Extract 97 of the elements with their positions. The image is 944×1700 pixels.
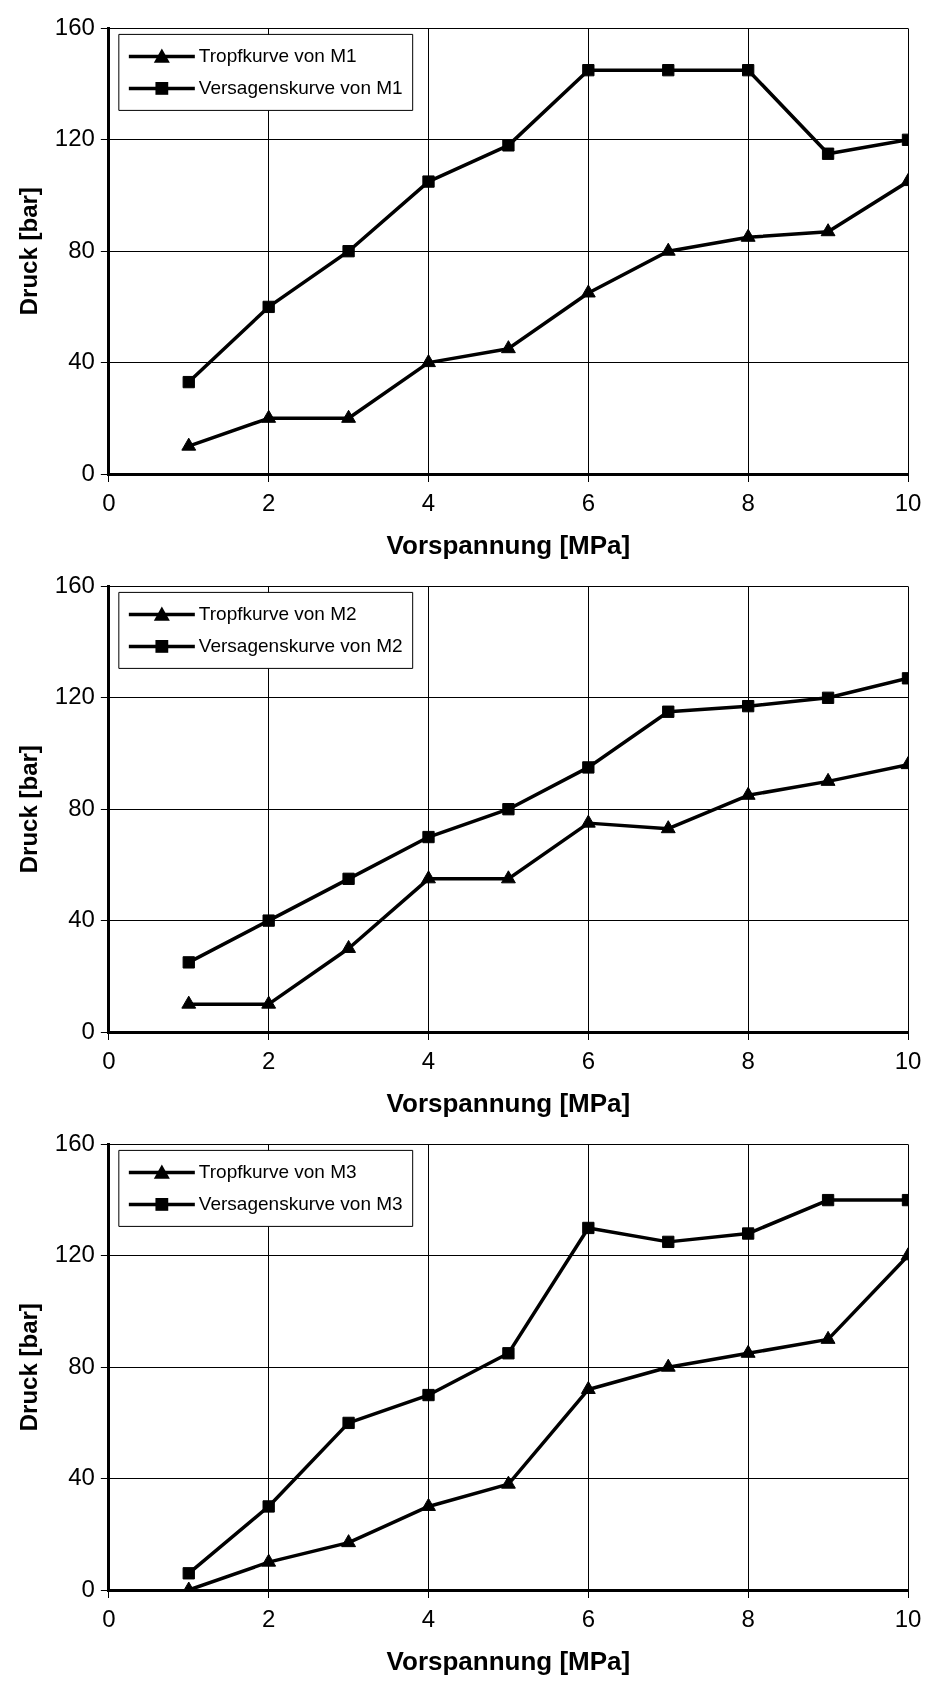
point <box>580 814 596 828</box>
point <box>182 956 195 969</box>
y-tick-label: 120 <box>54 682 95 710</box>
point <box>342 245 355 258</box>
point <box>660 242 676 256</box>
point <box>341 409 357 423</box>
y-tick-label: 120 <box>54 1240 95 1268</box>
x-tick-label: 10 <box>894 1047 922 1075</box>
x-tick-label: 0 <box>102 1605 116 1633</box>
y-tick-label: 80 <box>68 1351 95 1379</box>
y-axis-title: Druck [bar] <box>15 1303 43 1432</box>
point <box>421 354 436 368</box>
y-tick-label: 120 <box>54 124 95 152</box>
point <box>582 761 595 774</box>
x-tick-label: 0 <box>102 1047 116 1075</box>
point <box>580 284 596 298</box>
y-tick-label: 0 <box>81 458 95 486</box>
point <box>740 1344 756 1358</box>
x-tick-label: 8 <box>741 1047 755 1075</box>
point <box>502 1347 515 1360</box>
point <box>341 1534 357 1548</box>
x-tick-label: 10 <box>894 489 922 517</box>
point <box>181 437 197 451</box>
point <box>421 870 436 884</box>
point <box>182 375 195 389</box>
point <box>662 705 675 718</box>
x-tick-label: 4 <box>421 489 436 517</box>
point <box>582 1221 595 1235</box>
legend-label: Versagenskurve von M1 <box>198 76 403 98</box>
point <box>262 300 275 314</box>
x-tick-label: 8 <box>741 1605 755 1633</box>
point <box>821 147 835 160</box>
point <box>502 803 515 816</box>
y-axis-title: Druck [bar] <box>15 745 43 874</box>
legend-label: Tropfkurve von M3 <box>198 1160 357 1182</box>
y-tick-label: 80 <box>68 793 95 821</box>
x-tick-label: 8 <box>741 489 755 517</box>
point <box>742 1227 755 1240</box>
x-axis-title: Vorspannung [MPa] <box>386 1645 631 1676</box>
x-axis-title: Vorspannung [MPa] <box>386 529 631 560</box>
point <box>821 691 835 704</box>
point <box>821 1193 835 1207</box>
point <box>261 1553 277 1567</box>
y-tick-label: 80 <box>68 235 95 263</box>
point <box>742 700 755 713</box>
y-tick-label: 160 <box>54 1129 95 1157</box>
point <box>820 223 836 237</box>
y-tick-label: 0 <box>81 1016 95 1044</box>
point <box>662 64 675 77</box>
point <box>422 1388 435 1402</box>
point <box>660 820 676 834</box>
legend-label: Tropfkurve von M2 <box>198 602 357 624</box>
x-tick-label: 2 <box>261 1047 276 1075</box>
point <box>422 830 435 844</box>
y-tick-label: 40 <box>68 347 95 375</box>
point <box>500 340 516 354</box>
x-tick-label: 4 <box>421 1605 436 1633</box>
point <box>742 64 755 77</box>
point <box>262 1500 275 1513</box>
point <box>262 914 275 927</box>
x-tick-label: 6 <box>581 1047 596 1075</box>
point <box>502 139 515 152</box>
x-axis-title: Vorspannung [MPa] <box>386 1087 631 1118</box>
legend-label: Tropfkurve von M1 <box>198 44 357 66</box>
point <box>500 1475 516 1489</box>
point <box>820 772 836 786</box>
y-tick-label: 160 <box>54 571 95 599</box>
x-tick-label: 4 <box>421 1047 436 1075</box>
point <box>740 228 756 242</box>
point <box>740 786 756 800</box>
point <box>820 1330 836 1344</box>
point <box>342 1416 355 1430</box>
y-tick-label: 160 <box>54 13 95 41</box>
point <box>181 995 197 1009</box>
legend-label: Versagenskurve von M2 <box>198 634 403 656</box>
point <box>662 1235 675 1249</box>
x-tick-label: 10 <box>894 1605 922 1633</box>
x-tick-label: 0 <box>102 489 116 517</box>
x-tick-label: 6 <box>581 1605 596 1633</box>
point <box>342 872 355 885</box>
x-tick-label: 6 <box>581 489 596 517</box>
point <box>261 409 277 423</box>
point <box>580 1380 596 1394</box>
point <box>422 175 435 188</box>
point <box>261 995 277 1009</box>
y-tick-label: 40 <box>68 905 95 933</box>
y-axis-title: Druck [bar] <box>15 187 43 316</box>
y-tick-label: 40 <box>68 1463 95 1491</box>
point <box>341 939 357 953</box>
point <box>500 870 516 884</box>
legend-label: Versagenskurve von M3 <box>198 1192 403 1214</box>
y-tick-label: 0 <box>81 1574 95 1602</box>
point <box>660 1358 676 1372</box>
x-tick-label: 2 <box>261 1605 276 1633</box>
point <box>421 1497 436 1511</box>
point <box>582 64 595 77</box>
x-tick-label: 2 <box>261 489 276 517</box>
